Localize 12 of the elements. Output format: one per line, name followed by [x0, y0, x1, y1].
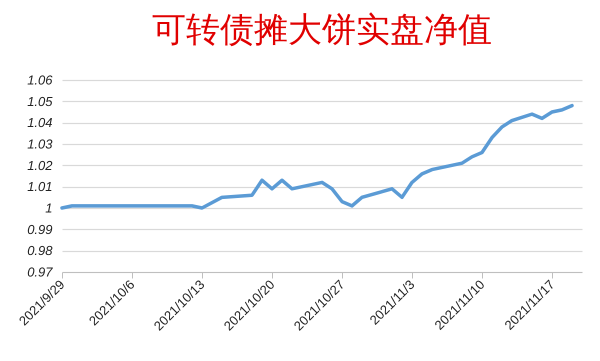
y-tick-label: 1.02 [27, 158, 54, 173]
y-tick-label: 0.98 [27, 243, 54, 258]
y-tick-label: 1 [45, 200, 52, 216]
y-tick-label: 1.05 [27, 94, 54, 109]
chart-title: 可转债摊大饼实盘净值 [152, 10, 492, 50]
y-tick-label: 1.06 [27, 72, 54, 88]
y-tick-label: 1.01 [27, 179, 52, 194]
y-tick-label: 0.97 [27, 264, 54, 280]
line-series [60, 104, 574, 210]
y-tick-label: 0.99 [27, 222, 52, 237]
y-tick-label: 1.03 [27, 136, 54, 152]
y-tick-label: 1.04 [27, 115, 52, 130]
